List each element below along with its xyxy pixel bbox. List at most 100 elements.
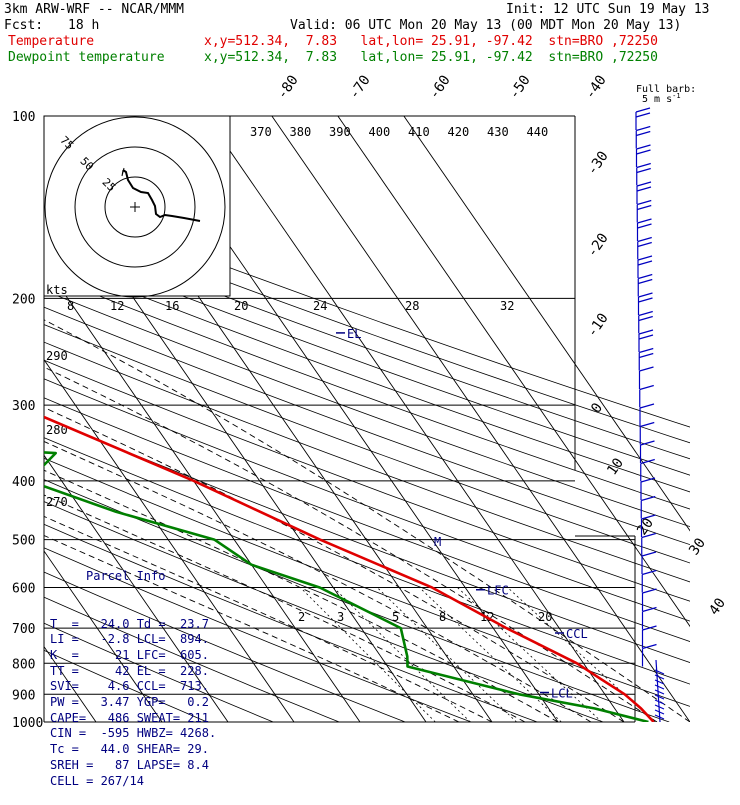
mixing-ratio-label: 8 [67,299,74,313]
parcel-info-row: T = 24.0 Td = 23.7 [50,616,209,631]
hodograph-trace [122,169,201,222]
theta-label: 440 [527,125,549,139]
isotherm-line [403,116,690,532]
wind-barb-flag [636,130,651,137]
dry-adiabat [44,273,690,510]
svg-text:5 m s-1: 5 m s-1 [642,92,681,105]
dry-adiabat [44,501,604,722]
wind-barb-flag [641,532,656,539]
level-markers: EL LFC CCL LCL M [336,327,588,701]
model-title: 3km ARW-WRF -- NCAR/MMM [4,2,185,17]
mixing-ratio-line [419,587,562,722]
theta-side-label: 290 [46,349,68,363]
wind-barb-flag [641,514,656,520]
lfc-level-label: LFC [487,584,509,598]
mixing-ratio-line [377,587,517,722]
wind-barb-flag [639,384,654,391]
mixing-ratio-label: 24 [313,299,327,313]
wind-barb-flag [654,699,665,705]
dry-adiabat [44,306,690,546]
wind-barb-flag [654,684,665,690]
pressure-tick-label: 300 [12,399,35,414]
mixing-ratio-line [333,587,471,722]
theta-label: 380 [290,125,312,139]
parcel-info-row: K = 21 LFC= 605. [50,647,209,662]
wind-barb-staff [655,659,661,723]
wind-barb-flag [642,643,657,650]
dry-adiabat [44,341,690,583]
temperature-location: x,y=512.34, 7.83 lat,lon= 25.91, -97.42 … [204,34,658,49]
dry-adiabat [44,523,538,722]
wind-barb-flag [637,236,652,243]
mixing-ratio-label: 3 [337,610,344,624]
wind-barb-flag [635,107,651,113]
mixing-ratio-label: 8 [439,610,446,624]
mixing-ratio-label: 16 [165,299,179,313]
pressure-tick-label: 200 [12,292,35,307]
parcel-info-row: Tc = 44.0 SHEAR= 29. [50,742,209,757]
wind-barb-flag [639,403,655,409]
wind-barb-flag [636,144,651,150]
parcel-info-row: TT = 42 EL = 228. [50,663,209,678]
mixing-ratio-label: 28 [405,299,419,313]
dry-adiabat [44,241,690,476]
dewpoint-location: x,y=512.34, 7.83 lat,lon= 25.91, -97.42 … [204,50,658,65]
mixing-ratio-label: 12 [110,299,124,313]
parcel-info-row: LI = -2.8 LCL= 894. [50,632,209,647]
isotherm-line [205,116,625,722]
wind-barb-flag [640,440,655,446]
wind-barb-flag [637,255,653,261]
isotherm-line [271,116,690,722]
barb-legend-unit: 5 m s [642,94,672,105]
wind-barb-flag [635,112,651,118]
isotherm-label: -60 [426,72,454,102]
barb-legend-exponent: -1 [672,92,680,100]
isotherm-label: -10 [584,310,612,340]
wind-barb-flag [654,694,665,700]
wind-barb-flag [638,273,653,280]
dry-adiabat [44,416,690,663]
isotherm-label: -30 [584,148,612,178]
wind-barb-flag [639,352,654,359]
valid-time: Valid: 06 UTC Mon 20 May 13 (00 MDT Mon … [290,18,682,33]
wind-barb-flag [636,181,652,187]
hodograph: 75 50 25 kts [43,115,231,298]
dry-adiabat [44,437,690,685]
isotherm-label: 40 [706,595,729,618]
wind-barb-flag [638,292,653,298]
wind-barb-flag [638,297,653,303]
init-time: Init: 12 UTC Sun 19 May 13 [506,2,710,17]
parcel-info-panel: Parcel Info T = 24.0 Td = 23.7 LI = -2.8 … [44,538,276,787]
wind-barb-flag [638,329,654,335]
isotherm-label: -50 [506,72,534,102]
wind-barb-flag [641,551,657,557]
theta-label: 390 [329,125,351,139]
wind-barb-flag [641,495,656,502]
mixing-ratio-label: 5 [392,610,399,624]
dry-adiabat [44,596,340,722]
wind-barb-flag [638,278,653,285]
theta-label: 410 [408,125,430,139]
forecast-hour: 18 h [68,18,100,33]
isotherm-label: -70 [346,72,374,102]
parcel-info-row: CELL = 267/14 [50,773,144,788]
wind-barb-flag [636,186,652,192]
isotherm-label: 10 [604,455,627,478]
dry-adiabat [44,226,690,460]
wind-barb-flag [638,310,653,317]
pressure-tick-label: 400 [12,475,35,490]
dry-adiabat [44,359,690,602]
wind-barb-flag [637,199,652,206]
saturation-adiabat [44,366,658,722]
temperature-trace [44,415,655,722]
wind-barb-flag [654,679,665,685]
isotherm-line [44,454,229,722]
dry-adiabat [44,289,690,528]
wind-barb-flag [639,366,654,372]
wind-barb-flag [638,315,653,322]
isotherm-line [337,116,690,628]
wind-barb-flag [642,625,657,631]
wind-barb-flag [642,606,657,613]
dry-adiabat [44,257,690,493]
dewpoint-trace [44,451,649,722]
